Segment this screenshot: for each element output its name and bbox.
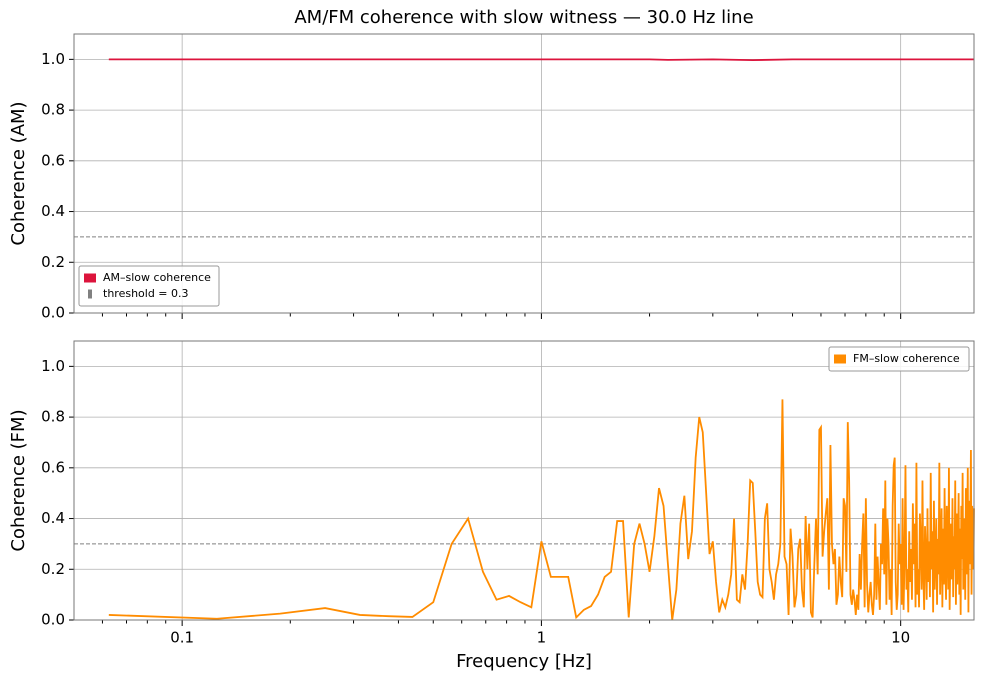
y-tick-label: 0.2 — [41, 253, 65, 271]
y-tick-label: 0.2 — [41, 560, 65, 578]
legend-frame — [828, 346, 970, 372]
y-tick-label: 0.4 — [41, 202, 65, 220]
legend-frame — [78, 265, 220, 307]
legend-label: AM–slow coherence — [103, 271, 211, 284]
legend-swatch — [834, 354, 846, 364]
y-tick-label: 0.8 — [41, 101, 65, 119]
legend: FM–slow coherence — [828, 346, 970, 372]
legend: AM–slow coherence threshold = 0.3 — [78, 265, 220, 307]
axes-frame — [73, 340, 975, 621]
x-tick-label: 1 — [537, 629, 547, 647]
legend-label: FM–slow coherence — [853, 352, 960, 365]
chart-title: AM/FM coherence with slow witness — 30.0… — [294, 7, 753, 28]
legend-swatch — [88, 289, 92, 299]
series-line — [108, 399, 975, 621]
y-tick-label: 0.0 — [41, 611, 65, 629]
y-tick-label: 0.4 — [41, 509, 65, 527]
y-tick-label: 1.0 — [41, 357, 65, 375]
x-tick-label: 10 — [891, 629, 910, 647]
y-tick-label: 1.0 — [41, 50, 65, 68]
y-tick-label: 0.6 — [41, 151, 65, 169]
series-line — [108, 58, 974, 62]
legend-swatch — [84, 273, 96, 283]
y-axis-label: Coherence (FM) — [8, 409, 29, 551]
x-tick-label: 0.1 — [170, 629, 194, 647]
y-axis-label: Coherence (AM) — [8, 101, 29, 245]
y-tick-label: 0.6 — [41, 458, 65, 476]
y-tick-label: 0.0 — [41, 304, 65, 322]
x-axis-label: Frequency [Hz] — [456, 651, 592, 672]
axes-frame — [73, 33, 975, 314]
legend-label: threshold = 0.3 — [103, 287, 189, 300]
y-tick-label: 0.8 — [41, 408, 65, 426]
